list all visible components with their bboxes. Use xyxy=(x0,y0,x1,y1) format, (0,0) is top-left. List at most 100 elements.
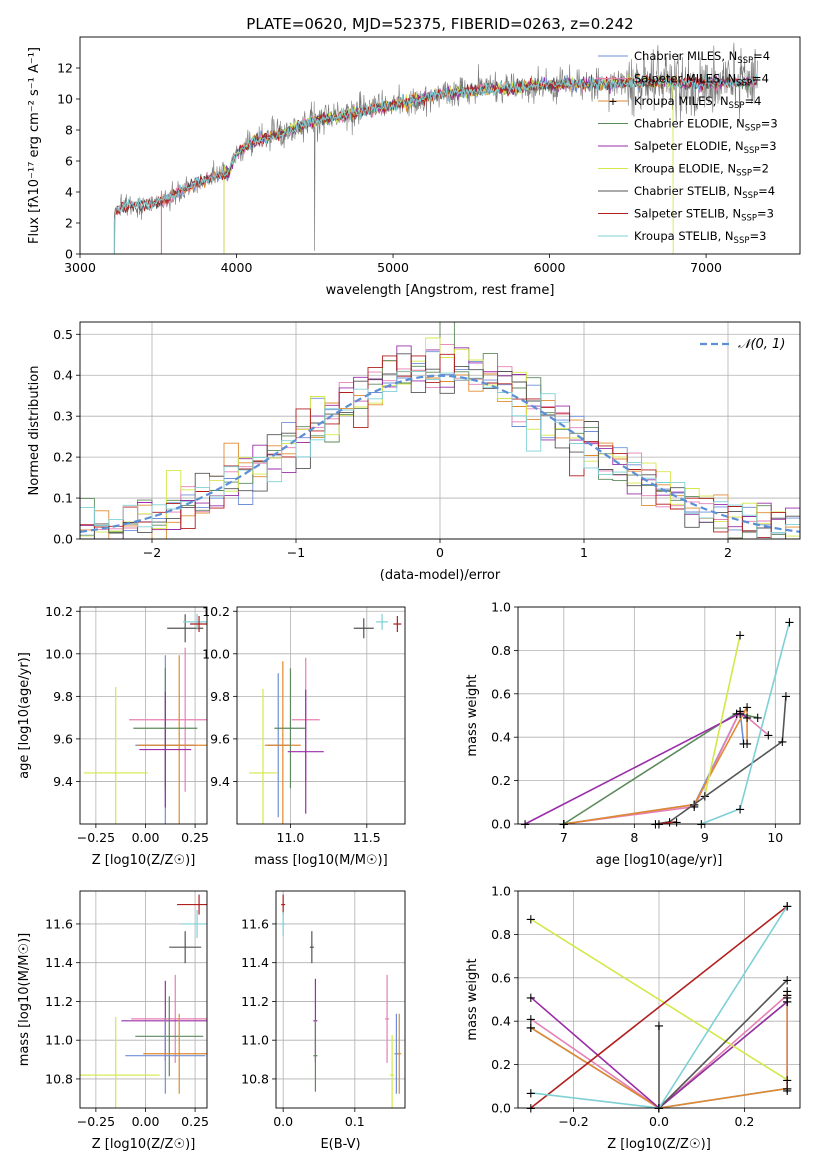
series-marker: + xyxy=(558,818,569,833)
data-point xyxy=(178,744,181,747)
legend-label: Salpeter MILES, NSSP=4 xyxy=(634,72,769,89)
scatter-plot xyxy=(83,613,207,824)
series-marker: + xyxy=(782,991,793,1006)
axes-frame xyxy=(79,606,208,825)
y-tick-label: 0.0 xyxy=(53,532,73,547)
data-point xyxy=(282,903,284,906)
series-marker: + xyxy=(782,900,793,915)
y-tick-label: 10.8 xyxy=(241,1071,269,1086)
data-point xyxy=(282,744,284,747)
x-tick-label: 0.25 xyxy=(181,1114,209,1129)
series-marker: + xyxy=(520,818,531,833)
panel-mw_vs_Z: −0.2 0.0 0.20.00.20.40.60.81.0++++++++++++… xyxy=(465,884,801,1152)
x-tick-label: 0.0 xyxy=(273,1114,293,1129)
data-point xyxy=(398,1052,401,1055)
y-tick-label: 11.2 xyxy=(45,994,73,1009)
x-tick-label: −0.2 xyxy=(558,1114,588,1129)
series-line-7 xyxy=(655,695,787,825)
y-tick-label: 9.8 xyxy=(53,689,73,704)
series-marker: + xyxy=(654,1102,665,1117)
y-tick-label: 11.0 xyxy=(241,1033,269,1048)
data-point xyxy=(386,1018,388,1020)
y-tick-label: 11.0 xyxy=(45,1033,73,1048)
x-tick-label: 5000 xyxy=(377,260,409,275)
series-marker: + xyxy=(742,711,753,726)
data-point xyxy=(196,923,198,925)
series-marker: + xyxy=(782,995,793,1010)
series-marker: + xyxy=(782,1084,793,1099)
y-tick-label: 10.8 xyxy=(45,1071,73,1086)
x-tick-label: 4000 xyxy=(221,260,253,275)
y-tick-label: 11.4 xyxy=(45,955,73,970)
series-marker: + xyxy=(558,818,569,833)
panel-age_vs_Z: −0.25 0.00 0.25 9.4 9.6 9.8 10.0 10.2 Z [log10(Z… xyxy=(17,604,209,868)
axes-frame xyxy=(517,890,801,1109)
x-tick-label: 9 xyxy=(701,830,709,845)
series-marker: + xyxy=(742,737,753,752)
y-axis-label: mass weight xyxy=(465,674,480,756)
x-tick-label: 2 xyxy=(724,545,732,560)
series-line-3 xyxy=(530,990,788,1109)
legend-marker: + xyxy=(608,95,617,108)
y-tick-label: 4 xyxy=(65,185,73,200)
series-marker: + xyxy=(742,700,753,715)
data-point xyxy=(168,1035,171,1038)
series-marker: + xyxy=(525,1021,536,1036)
data-point xyxy=(395,1052,398,1055)
data-point xyxy=(184,946,186,948)
x-tick-label: 0.00 xyxy=(132,830,160,845)
panel-mw_vs_age: 7 8 9 100.00.20.40.60.81.0++++++++++++++ +++… xyxy=(465,600,801,868)
y-tick-label: 1.0 xyxy=(491,600,511,615)
series-line-6 xyxy=(530,918,788,1081)
y-axis-label: mass [log10(M/M☉)] xyxy=(17,933,32,1066)
x-axis-label: E(B-V) xyxy=(320,1137,360,1152)
y-tick-label: 10.2 xyxy=(202,604,230,619)
x-tick-label: 10 xyxy=(767,830,783,845)
y-tick-label: 0 xyxy=(65,247,73,262)
data-point xyxy=(289,727,292,730)
series-marker: + xyxy=(735,802,746,817)
scatter-plot xyxy=(248,613,402,824)
x-axis-label: Z [log10(Z/Z☉)] xyxy=(92,853,196,868)
y-tick-label: 0.5 xyxy=(53,327,73,342)
lines-plot: ++++++++++++++ +++++++ ++++ + +++ xyxy=(520,616,795,833)
y-tick-label: 0.0 xyxy=(491,817,511,832)
gaussian-curve xyxy=(80,374,800,533)
figure-title: PLATE=0620, MJD=52375, FIBERID=0263, z=0… xyxy=(246,15,633,33)
series-marker: + xyxy=(654,1102,665,1117)
axes-frame xyxy=(517,606,801,825)
series-marker: + xyxy=(738,737,749,752)
data-point xyxy=(114,1074,117,1076)
x-tick-label: 11.0 xyxy=(277,830,305,845)
data-point xyxy=(311,946,313,948)
y-tick-label: 0.2 xyxy=(491,1057,511,1072)
y-tick-label: 2 xyxy=(65,216,73,231)
data-point xyxy=(314,1054,317,1057)
series-marker: + xyxy=(654,1019,665,1034)
series-marker: + xyxy=(654,818,665,833)
data-point xyxy=(164,748,167,751)
series-marker: + xyxy=(735,705,746,720)
axes-frame xyxy=(79,890,208,1109)
series-line-2 xyxy=(563,709,769,825)
series-line-6 xyxy=(704,635,741,796)
y-tick-label: 0.6 xyxy=(491,686,511,701)
series-marker: + xyxy=(782,1073,793,1088)
legend-label: Kroupa STELIB, NSSP=3 xyxy=(634,229,766,246)
series-marker: + xyxy=(671,815,682,830)
series-marker: + xyxy=(689,798,700,813)
legend-label: Kroupa ELODIE, NSSP=2 xyxy=(634,162,769,179)
x-axis-label: wavelength [Angstrom, rest frame] xyxy=(326,283,555,298)
legend: Chabrier MILES, NSSP=4 Salpeter MILES, NS… xyxy=(598,49,778,246)
series-marker: + xyxy=(525,1013,536,1028)
x-tick-label: −0.25 xyxy=(77,830,115,845)
panel-mass_vs_Z: −0.25 0.00 0.25 10.8 11.0 11.2 11.4 11.6 Z [log1… xyxy=(17,890,209,1152)
y-tick-label: 10.0 xyxy=(202,646,230,661)
axes-frame xyxy=(236,606,406,825)
y-tick-label: 0.1 xyxy=(53,491,73,506)
series-line-8 xyxy=(530,905,788,1109)
y-tick-label: 0.3 xyxy=(53,409,73,424)
legend-label: Salpeter STELIB, NSSP=3 xyxy=(634,207,774,224)
x-tick-label: 0.2 xyxy=(735,1114,755,1129)
